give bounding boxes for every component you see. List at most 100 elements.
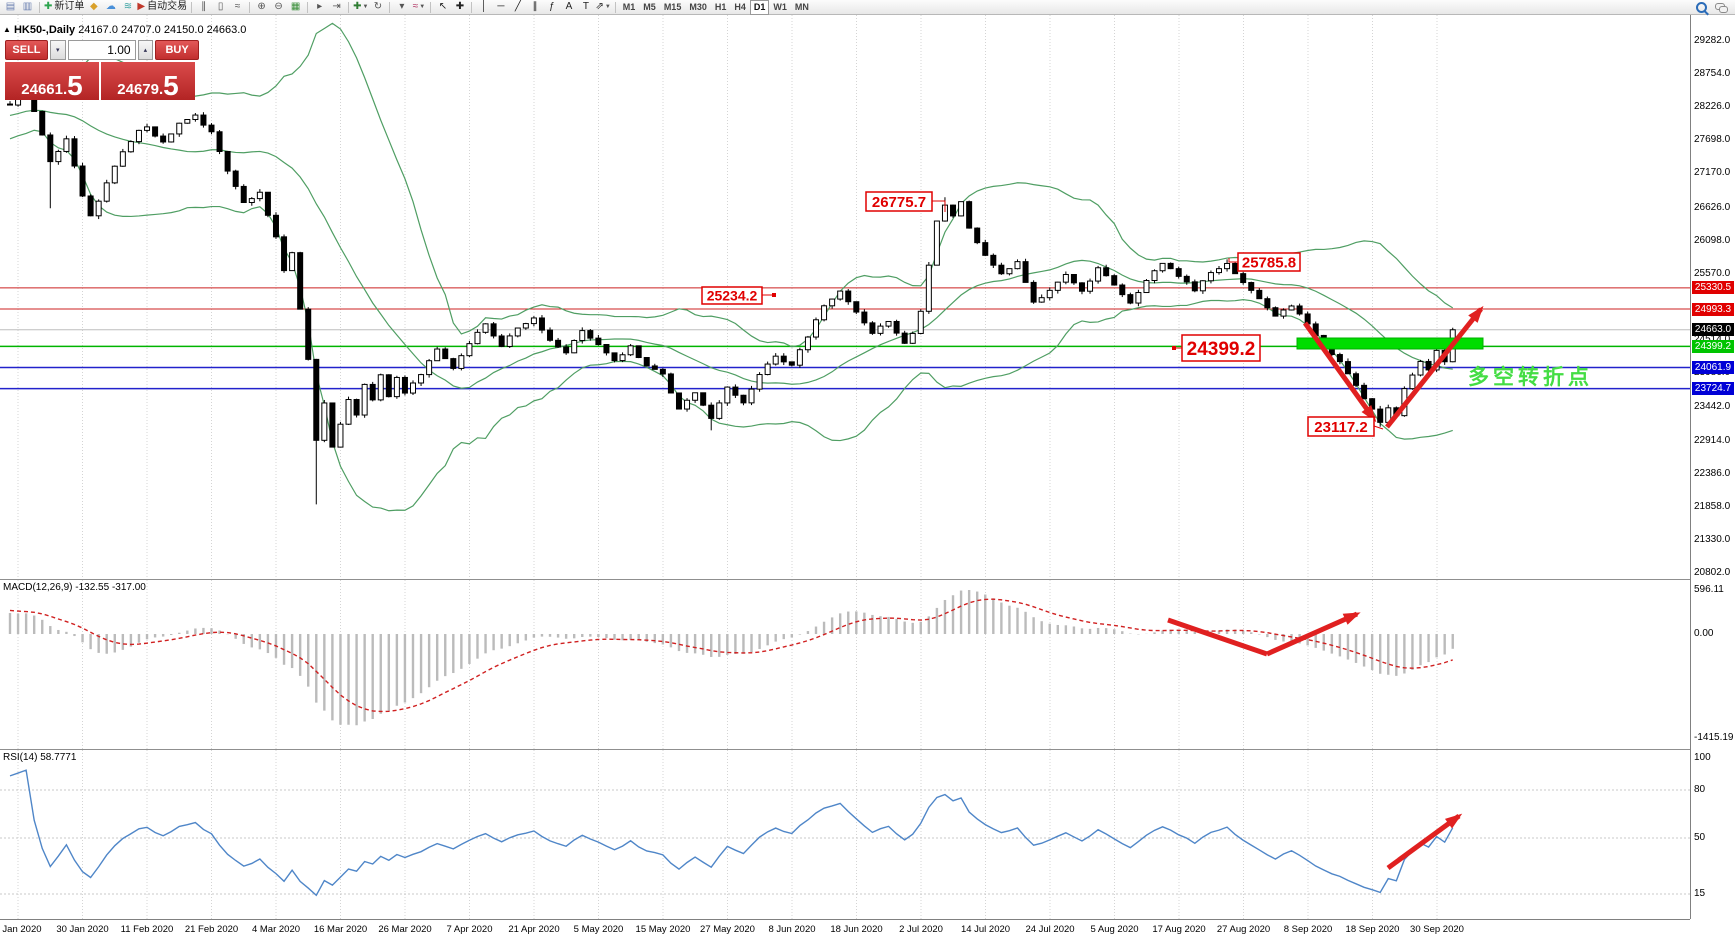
new-order-icon[interactable]: ✚ 新订单 (44, 1, 85, 12)
date-axis-label: 5 May 2020 (573, 924, 624, 935)
rsi-indicator-pane[interactable] (0, 749, 1690, 919)
volume-input[interactable] (67, 40, 136, 60)
candlestick-chart[interactable]: 26775.7 25234.2 25785.8 24399.2 23117.2 多空转折点 (0, 15, 1690, 579)
chart-shift-icon[interactable]: ⇥ (332, 1, 341, 12)
main-chart-pane[interactable]: 26775.7 25234.2 25785.8 24399.2 23117.2 多空转折点 (0, 15, 1690, 579)
timeframe-H1-button[interactable]: H1 (714, 2, 727, 12)
sell-button[interactable]: SELL (5, 40, 48, 60)
community-icon[interactable]: ☁ (105, 1, 116, 12)
vertical-line-icon[interactable]: │ (480, 1, 488, 12)
price-level-tag: 23724.7 (1692, 382, 1734, 396)
date-axis-label: 26 Mar 2020 (378, 924, 432, 935)
date-axis-label: 2 Jul 2020 (899, 924, 943, 935)
date-axis-label: 8 Jun 2020 (768, 924, 816, 935)
text-label-icon[interactable]: T (582, 1, 589, 12)
sell-price-main: 24661. (21, 81, 68, 98)
zoom-in-icon[interactable]: ⊕ (257, 1, 266, 12)
buy-button[interactable]: BUY (155, 40, 199, 60)
sell-price-box[interactable]: 24661. 5 (5, 62, 99, 100)
date-axis-label: 6 Jan 2020 (0, 924, 42, 935)
price-level-tag: 25330.5 (1692, 281, 1734, 295)
price-annotation-box: 25785.8 (1228, 252, 1301, 272)
rsi-trend-arrow (1386, 813, 1463, 871)
add-indicator-icon[interactable]: ✚ ▼ (353, 1, 369, 12)
current-price-tag: 24663.0 (1692, 323, 1734, 337)
date-axis-label: 27 May 2020 (700, 924, 755, 935)
rsi-line (9, 769, 1454, 897)
date-axis-label: 24 Jul 2020 (1025, 924, 1075, 935)
price-axis-tick: 27170.0 (1694, 167, 1731, 179)
timeframe-MN-button[interactable]: MN (794, 2, 809, 12)
cursor-icon[interactable]: ↖ (438, 1, 448, 12)
horizontal-line-icon[interactable]: ─ (497, 1, 505, 12)
toolbar-separator (471, 1, 473, 13)
macd-axis-tick: 0.00 (1694, 628, 1714, 639)
date-axis-label: 18 Sep 2020 (1345, 924, 1400, 935)
auto-scroll-icon[interactable]: ▸ (317, 1, 323, 12)
price-axis-tick: 24514.0 (1694, 334, 1730, 345)
equidistant-channel-icon[interactable]: ∥ (532, 1, 538, 12)
date-axis-label: 14 Jul 2020 (960, 924, 1011, 935)
price-axis-tick: 22914.0 (1694, 434, 1731, 446)
trendline-icon[interactable]: ╱ (514, 1, 521, 12)
price-axis-tick: 22386.0 (1694, 467, 1731, 479)
bar-chart-icon[interactable]: ∥ (201, 1, 207, 12)
rsi-chart[interactable] (0, 750, 1690, 919)
buy-price-box[interactable]: 24679. 5 (101, 62, 195, 100)
macd-axis-tick: -1415.19 (1694, 732, 1734, 743)
date-axis-label: 21 Apr 2020 (508, 924, 560, 935)
timeframe-M1-button[interactable]: M1 (622, 2, 636, 12)
price-axis-tick: 28754.0 (1694, 68, 1731, 80)
price-annotation-box: 24399.2 (1172, 334, 1261, 362)
templates-icon[interactable]: ▾ (399, 1, 405, 12)
price-axis-tick: 25570.0 (1694, 267, 1731, 279)
volume-decrease-button[interactable]: ▾ (49, 40, 66, 60)
chart-header: ▲ HK50-,Daily 24167.0 24707.0 24150.0 24… (3, 24, 246, 36)
macd-chart[interactable] (0, 580, 1690, 749)
toolbar-separator (191, 1, 193, 13)
volume-increase-button[interactable]: ▴ (137, 40, 154, 60)
tile-windows-icon[interactable]: ▦ (290, 1, 301, 12)
timeframe-M30-button[interactable]: M30 (689, 2, 707, 12)
autotrading-icon[interactable]: ▶ 自动交易 (137, 1, 188, 12)
date-axis-label: 27 Aug 2020 (1216, 924, 1271, 935)
toolbar-separator (430, 1, 432, 13)
search-icon[interactable] (1696, 1, 1707, 13)
chat-icon[interactable] (1715, 2, 1728, 13)
line-chart-icon[interactable]: ≈ (234, 1, 241, 12)
candlestick-icon[interactable]: ▯ (217, 1, 224, 12)
timeframe-W1-button[interactable]: W1 (773, 2, 787, 12)
buy-price-main: 24679. (117, 81, 164, 98)
date-axis-label: 5 Aug 2020 (1090, 924, 1139, 935)
price-axis-tick: 26626.0 (1694, 201, 1731, 213)
date-axis[interactable]: 6 Jan 2020 30 Jan 2020 11 Feb 2020 21 Feb 2… (0, 919, 1690, 941)
price-axis-tick: 27698.0 (1694, 134, 1731, 146)
chinese-note-text: 多空转折点 (1468, 365, 1593, 389)
timeframe-M15-button[interactable]: M15 (663, 2, 682, 12)
timeframe-D1-button[interactable]: D1 (749, 0, 770, 15)
timeframe-M5-button[interactable]: M5 (643, 2, 656, 12)
timeframe-H4-button[interactable]: H4 (734, 2, 746, 12)
date-axis-label: 18 Jun 2020 (830, 924, 883, 935)
macd-indicator-pane[interactable] (0, 579, 1690, 749)
arrow-shapes-icon[interactable]: ⇗ ▼ (595, 1, 611, 12)
signals-icon[interactable]: ≋ (123, 1, 133, 12)
indicators-icon[interactable]: ≈ ▼ (412, 1, 426, 12)
macd-signal-line (9, 598, 1453, 713)
zoom-out-icon[interactable]: ⊖ (274, 1, 283, 12)
deposit-icon[interactable]: ◆ (90, 1, 98, 12)
price-level-tag: 24993.3 (1692, 302, 1734, 316)
profiles-icon[interactable]: ▥ (22, 1, 33, 12)
new-chart-icon[interactable]: ▤ (5, 1, 16, 12)
toolbar-separator (249, 1, 251, 13)
period-icon[interactable]: ↻ (373, 1, 383, 12)
crosshair-icon[interactable]: ✚ (455, 1, 465, 12)
price-axis-tick: 28226.0 (1694, 101, 1731, 113)
text-icon[interactable]: A (565, 1, 573, 12)
price-axis[interactable]: 29282.0 28754.0 28226.0 27698.0 27170.0 26626… (1690, 15, 1735, 919)
fibonacci-icon[interactable]: ƒ (549, 1, 555, 12)
toolbar-separator (348, 1, 350, 13)
toolbar-separator (307, 1, 309, 13)
date-axis-label: 11 Feb 2020 (120, 924, 174, 935)
chart-symbol-period: HK50-,Daily (13, 24, 76, 36)
